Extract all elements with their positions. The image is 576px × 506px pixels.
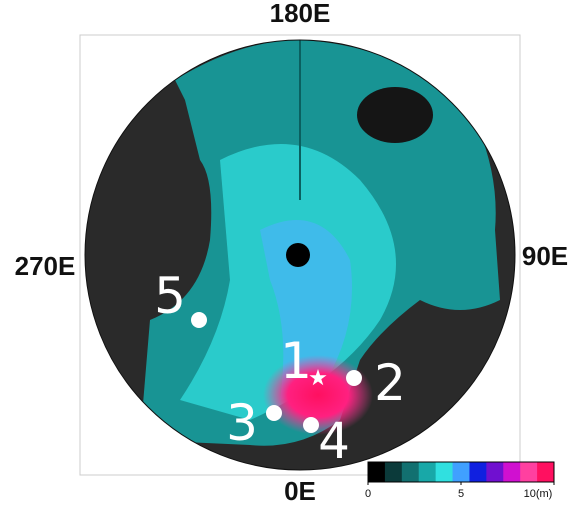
longitude-label: 270E <box>15 251 76 281</box>
site-label: 1 <box>280 332 312 390</box>
colorbar-swatch <box>385 462 402 482</box>
colorbar-swatch <box>402 462 419 482</box>
site-marker <box>346 370 362 386</box>
site-label: 3 <box>226 394 258 452</box>
colorbar-swatch <box>537 462 554 482</box>
colorbar-swatch <box>469 462 486 482</box>
longitude-label: 90E <box>522 241 568 271</box>
site-label: 5 <box>154 267 186 325</box>
longitude-label: 180E <box>270 0 331 28</box>
site-label: 2 <box>374 354 406 412</box>
map-image <box>85 40 515 470</box>
colorbar-swatch <box>486 462 503 482</box>
colorbar-swatch <box>419 462 436 482</box>
colorbar-swatch <box>368 462 385 482</box>
colorbar-swatch <box>436 462 453 482</box>
colorbar-swatch <box>503 462 520 482</box>
longitude-label: 0E <box>284 476 316 506</box>
colorbar-tick-label: 10(m) <box>524 488 553 500</box>
site-label: 4 <box>318 412 350 470</box>
colorbar-swatch <box>453 462 470 482</box>
site-marker <box>266 405 282 421</box>
colorbar-swatch <box>520 462 537 482</box>
colorbar-tick-label: 0 <box>365 488 371 500</box>
site-marker <box>303 417 319 433</box>
colorbar: 0 5 10(m) <box>365 462 555 500</box>
colorbar-tick-label: 5 <box>458 488 464 500</box>
site-marker <box>191 312 207 328</box>
map: 180E 270E 90E 0E 1 2 3 4 5 0 5 10(m) <box>0 0 576 506</box>
